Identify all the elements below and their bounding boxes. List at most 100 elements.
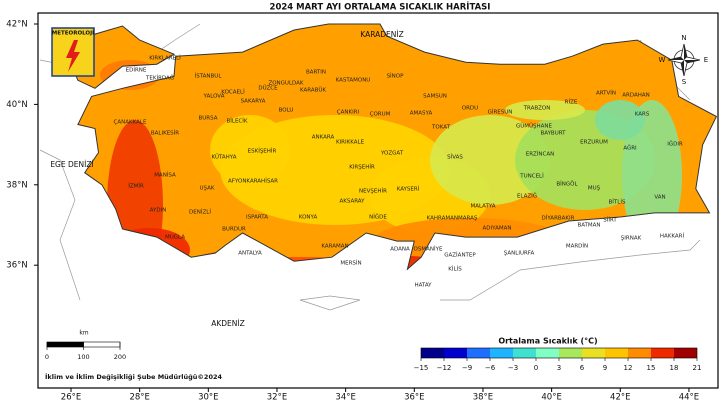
compass-w: W xyxy=(659,56,666,64)
province-label: AMASYA xyxy=(410,111,433,117)
legend-color xyxy=(605,348,628,358)
province-label: MARDİN xyxy=(566,243,588,250)
province-label: UŞAK xyxy=(200,186,215,192)
scale-label: 100 xyxy=(77,353,89,361)
legend-tick-label: 9 xyxy=(603,364,607,372)
y-tick-label: 42°N xyxy=(6,20,27,30)
province-label: ARTVİN xyxy=(596,90,616,97)
province-label: BİLECİK xyxy=(226,118,247,125)
province-label: SAKARYA xyxy=(241,99,266,105)
province-label: KÜTAHYA xyxy=(211,154,236,161)
province-label: YOZGAT xyxy=(380,151,404,157)
legend-tick-label: 3 xyxy=(557,364,561,372)
province-label: ORDU xyxy=(462,106,478,112)
province-label: TEKİRDAĞ xyxy=(145,75,174,82)
legend-tick-label: −9 xyxy=(462,364,472,372)
province-label: SİİRT xyxy=(603,217,617,224)
sea-label: KARADENİZ xyxy=(360,30,403,39)
legend-tick-label: 6 xyxy=(580,364,585,372)
province-label: KAHRAMANMARAŞ xyxy=(427,216,478,222)
province-label: HATAY xyxy=(414,283,432,289)
y-tick-label: 38°N xyxy=(6,180,27,190)
x-tick-label: 38°E xyxy=(473,393,493,403)
sea-label: AKDENİZ xyxy=(211,319,245,328)
province-label: ŞIRNAK xyxy=(621,236,642,242)
legend-color xyxy=(490,348,513,358)
province-label: AYDIN xyxy=(150,208,167,214)
province-label: KASTAMONU xyxy=(336,78,371,84)
province-label: KAYSERİ xyxy=(397,186,420,193)
province-label: KARS xyxy=(635,112,650,118)
province-label: DENİZLİ xyxy=(189,209,211,216)
province-label: BATMAN xyxy=(577,223,600,229)
province-label: ELAZIĞ xyxy=(517,193,537,200)
scale-segment xyxy=(83,341,121,348)
province-label: SAMSUN xyxy=(423,94,447,100)
province-label: ERZURUM xyxy=(580,140,608,146)
province-label: BALIKESİR xyxy=(151,130,179,137)
province-label: ADANA xyxy=(390,247,410,253)
province-label: GAZİANTEP xyxy=(444,252,476,259)
temperature-zone xyxy=(595,100,645,140)
province-label: KIRIKKALE xyxy=(336,140,365,146)
scale-label: 200 xyxy=(114,353,126,361)
legend-color xyxy=(421,348,444,358)
logo-text: METEOROLOJİ xyxy=(52,30,94,37)
province-label: BİNGÖL xyxy=(556,181,578,188)
legend-tick-label: −15 xyxy=(414,364,429,372)
province-label: ÇORUM xyxy=(370,112,391,118)
scale-segment xyxy=(46,341,84,348)
legend-tick-label: −3 xyxy=(508,364,518,372)
y-tick-label: 36°N xyxy=(6,261,27,271)
land xyxy=(39,23,718,311)
province-label: VAN xyxy=(654,195,665,201)
legend-title: Ortalama Sıcaklık (°C) xyxy=(498,337,597,346)
province-label: MUŞ xyxy=(588,186,601,192)
compass-n: N xyxy=(681,34,686,42)
province-label: SİNOP xyxy=(387,73,405,80)
province-label: ERZİNCAN xyxy=(526,151,555,158)
x-tick-label: 32°E xyxy=(267,393,287,403)
legend-color xyxy=(628,348,651,358)
province-label: BARTIN xyxy=(306,70,326,76)
province-label: KARABÜK xyxy=(300,87,326,94)
legend-tick-label: 15 xyxy=(647,364,656,372)
province-label: ŞANLIURFA xyxy=(504,251,535,257)
temperature-field xyxy=(71,24,717,270)
province-label: ANTALYA xyxy=(238,251,262,257)
province-label: KIRŞEHİR xyxy=(349,164,375,171)
province-label: ADIYAMAN xyxy=(483,226,512,232)
province-label: TRABZON xyxy=(523,106,551,112)
temperature-zone xyxy=(430,115,550,205)
province-label: MUĞLA xyxy=(165,234,185,241)
province-label: KİLİS xyxy=(448,266,462,273)
scale-label: 0 xyxy=(45,353,49,361)
x-tick-label: 42°E xyxy=(610,393,630,403)
legend-color xyxy=(467,348,490,358)
province-label: ANKARA xyxy=(312,135,335,141)
legend-tick-label: −12 xyxy=(437,364,452,372)
province-label: IĞDIR xyxy=(667,141,683,148)
province-label: ÇANAKKALE xyxy=(114,120,147,126)
legend-color xyxy=(674,348,697,358)
legend-tick-label: 18 xyxy=(670,364,679,372)
x-tick-label: 30°E xyxy=(198,393,218,403)
legend-color xyxy=(444,348,467,358)
province-label: DÜZCE xyxy=(258,85,278,92)
logo-bolt xyxy=(66,40,80,72)
logo: METEOROLOJİ xyxy=(51,27,95,77)
province-label: AKSARAY xyxy=(339,199,365,205)
compass-fill xyxy=(668,44,700,76)
province-label: ÇANKIRI xyxy=(337,110,360,116)
sea-label: EGE DENİZİ xyxy=(50,160,93,169)
compass: N S W E xyxy=(659,34,709,86)
province-label: BAYBURT xyxy=(540,131,566,137)
legend-color xyxy=(559,348,582,358)
province-label: RİZE xyxy=(565,99,578,106)
province-label: ISPARTA xyxy=(246,215,268,221)
province-label: HAKKARİ xyxy=(660,233,685,240)
province-label: YALOVA xyxy=(203,94,225,100)
province-label: TUNCELİ xyxy=(519,173,544,180)
x-tick-label: 40°E xyxy=(541,393,561,403)
